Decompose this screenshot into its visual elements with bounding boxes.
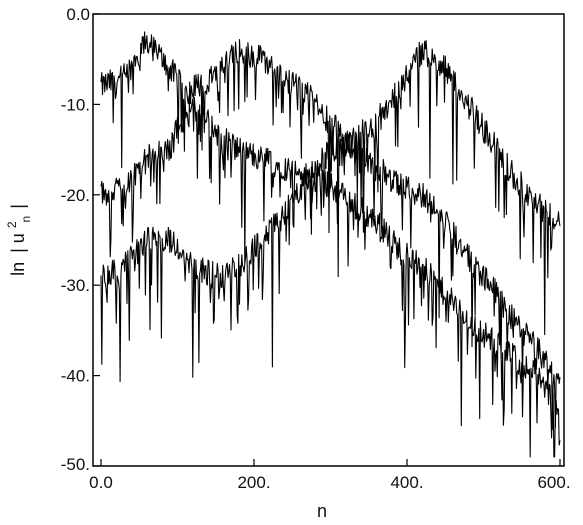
series-group: [100, 31, 561, 458]
x-axis-label: n: [317, 501, 327, 521]
y-axis-label: ln | u 2 n |: [0, 204, 34, 276]
y-tick-label: -10.: [61, 95, 90, 114]
y-tick-label: -30.: [61, 276, 90, 295]
x-tick-label: 400.: [390, 473, 423, 492]
series-line-2: [100, 39, 561, 431]
x-axis-ticks: 0.0 200. 400. 600.: [89, 459, 571, 492]
y-axis-label-bar-left: |: [8, 248, 28, 253]
series-line-3: [100, 40, 561, 383]
x-tick-label: 600.: [537, 473, 570, 492]
y-axis-ticks: 0.0 -10. -20. -30. -40. -50.: [61, 5, 100, 474]
y-axis-label-sub: n: [19, 216, 33, 223]
x-tick-label: 200.: [237, 473, 270, 492]
y-tick-label: -20.: [61, 186, 90, 205]
y-axis-label-base: u: [8, 233, 28, 243]
x-tick-label: 0.0: [89, 473, 113, 492]
y-axis-label-prefix: ln: [8, 262, 28, 276]
plot-frame: [92, 13, 565, 467]
y-axis-label-bar-right: |: [8, 204, 28, 209]
series-line-1: [100, 31, 561, 458]
y-axis-label-sup: 2: [5, 221, 19, 228]
y-tick-label: -40.: [61, 367, 90, 386]
y-tick-label: 0.0: [66, 5, 90, 24]
y-tick-label: -50.: [61, 455, 90, 474]
